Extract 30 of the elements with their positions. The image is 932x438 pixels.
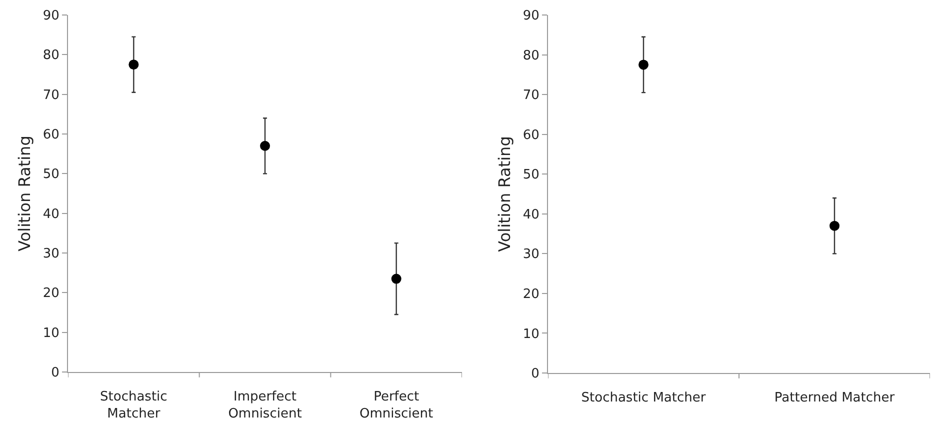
y-tick-label: 40 (42, 206, 60, 222)
y-tick-label: 10 (522, 326, 540, 342)
y-axis-title: Volition Rating (14, 136, 34, 252)
y-tick-label: 50 (42, 167, 60, 182)
x-tick-label: Stochastic Matcher (581, 390, 706, 406)
y-tick-label: 0 (51, 366, 60, 381)
point (260, 140, 270, 151)
y-axis-title: Volition Rating (494, 136, 514, 252)
y-tick-label: 80 (522, 48, 540, 64)
y-tick-label: 60 (42, 128, 60, 143)
y-tick-label: 20 (522, 286, 540, 302)
y-tick-label: 40 (522, 207, 540, 222)
y-tick-label: 60 (522, 128, 540, 143)
point (391, 274, 402, 284)
x-tick-label: Stochastic Matcher (100, 390, 168, 422)
x-tick-label: Patterned Matcher (774, 390, 896, 406)
y-tick-label: 0 (531, 366, 540, 382)
y-tick-label: 20 (42, 286, 60, 302)
x-tick-label: Imperfect Omniscient (228, 390, 302, 422)
y-tick-label: 70 (522, 88, 540, 104)
y-tick-label: 90 (42, 8, 60, 24)
point (128, 60, 139, 70)
y-tick-label: 80 (42, 48, 60, 64)
y-tick-label: 30 (522, 247, 540, 262)
y-tick-label: 90 (522, 8, 540, 24)
y-tick-label: 50 (522, 168, 540, 183)
y-tick-label: 10 (42, 326, 60, 341)
y-tick-label: 30 (42, 246, 60, 262)
y-tick-label: 70 (42, 88, 60, 103)
x-tick-label: Perfect Omniscient (360, 390, 434, 422)
